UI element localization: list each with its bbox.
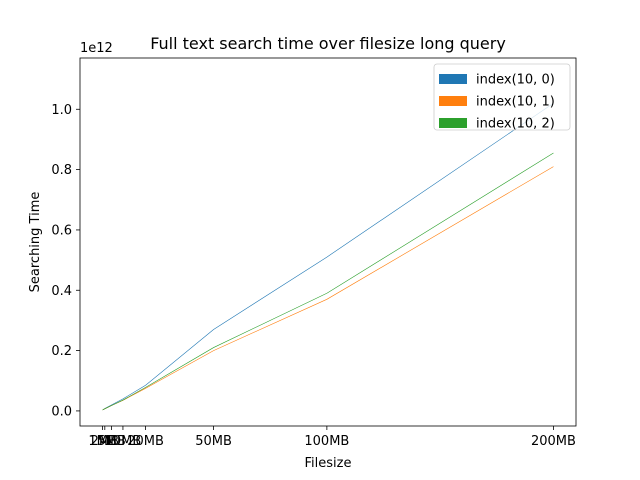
legend-swatch <box>439 96 467 106</box>
series-layer <box>102 103 554 411</box>
x-tick-label: 10MB <box>105 434 142 449</box>
y-tick-label: 1.0 <box>51 103 72 118</box>
series-line-2 <box>102 152 554 411</box>
x-tick-label: 200MB <box>531 434 576 449</box>
legend: index(10, 0) index(10, 1) index(10, 2) <box>433 63 571 132</box>
x-tick-label: 1MB <box>88 434 116 449</box>
chart-title: Full text search time over filesize long… <box>150 34 506 53</box>
legend-frame <box>433 63 571 131</box>
y-tick-label: 0.6 <box>51 223 72 238</box>
legend-entry: index(10, 2) <box>476 117 555 132</box>
series-line-0 <box>102 103 554 411</box>
y-axis-ticks: 0.0 0.2 0.4 0.6 0.8 1.0 <box>51 103 80 419</box>
x-axis-label: Filesize <box>305 456 352 471</box>
y-tick-label: 0.0 <box>51 404 72 419</box>
x-tick-label: 100MB <box>304 434 349 449</box>
legend-swatch <box>439 118 467 128</box>
legend-entry: index(10, 1) <box>476 95 555 110</box>
y-tick-label: 0.4 <box>51 284 72 299</box>
legend-entry: index(10, 0) <box>476 73 555 88</box>
y-axis-label: Searching Time <box>28 192 43 293</box>
plot-frame <box>79 57 577 427</box>
y-offset-label: 1e12 <box>80 41 113 56</box>
y-tick-label: 0.2 <box>51 344 72 359</box>
x-tick-label: 2MB <box>91 434 119 449</box>
x-tick-label: 20MB <box>127 434 164 449</box>
y-tick-label: 0.8 <box>51 163 72 178</box>
x-tick-label: 50MB <box>195 434 232 449</box>
x-tick-label: 5MB <box>97 434 125 449</box>
legend-swatch <box>439 74 467 84</box>
